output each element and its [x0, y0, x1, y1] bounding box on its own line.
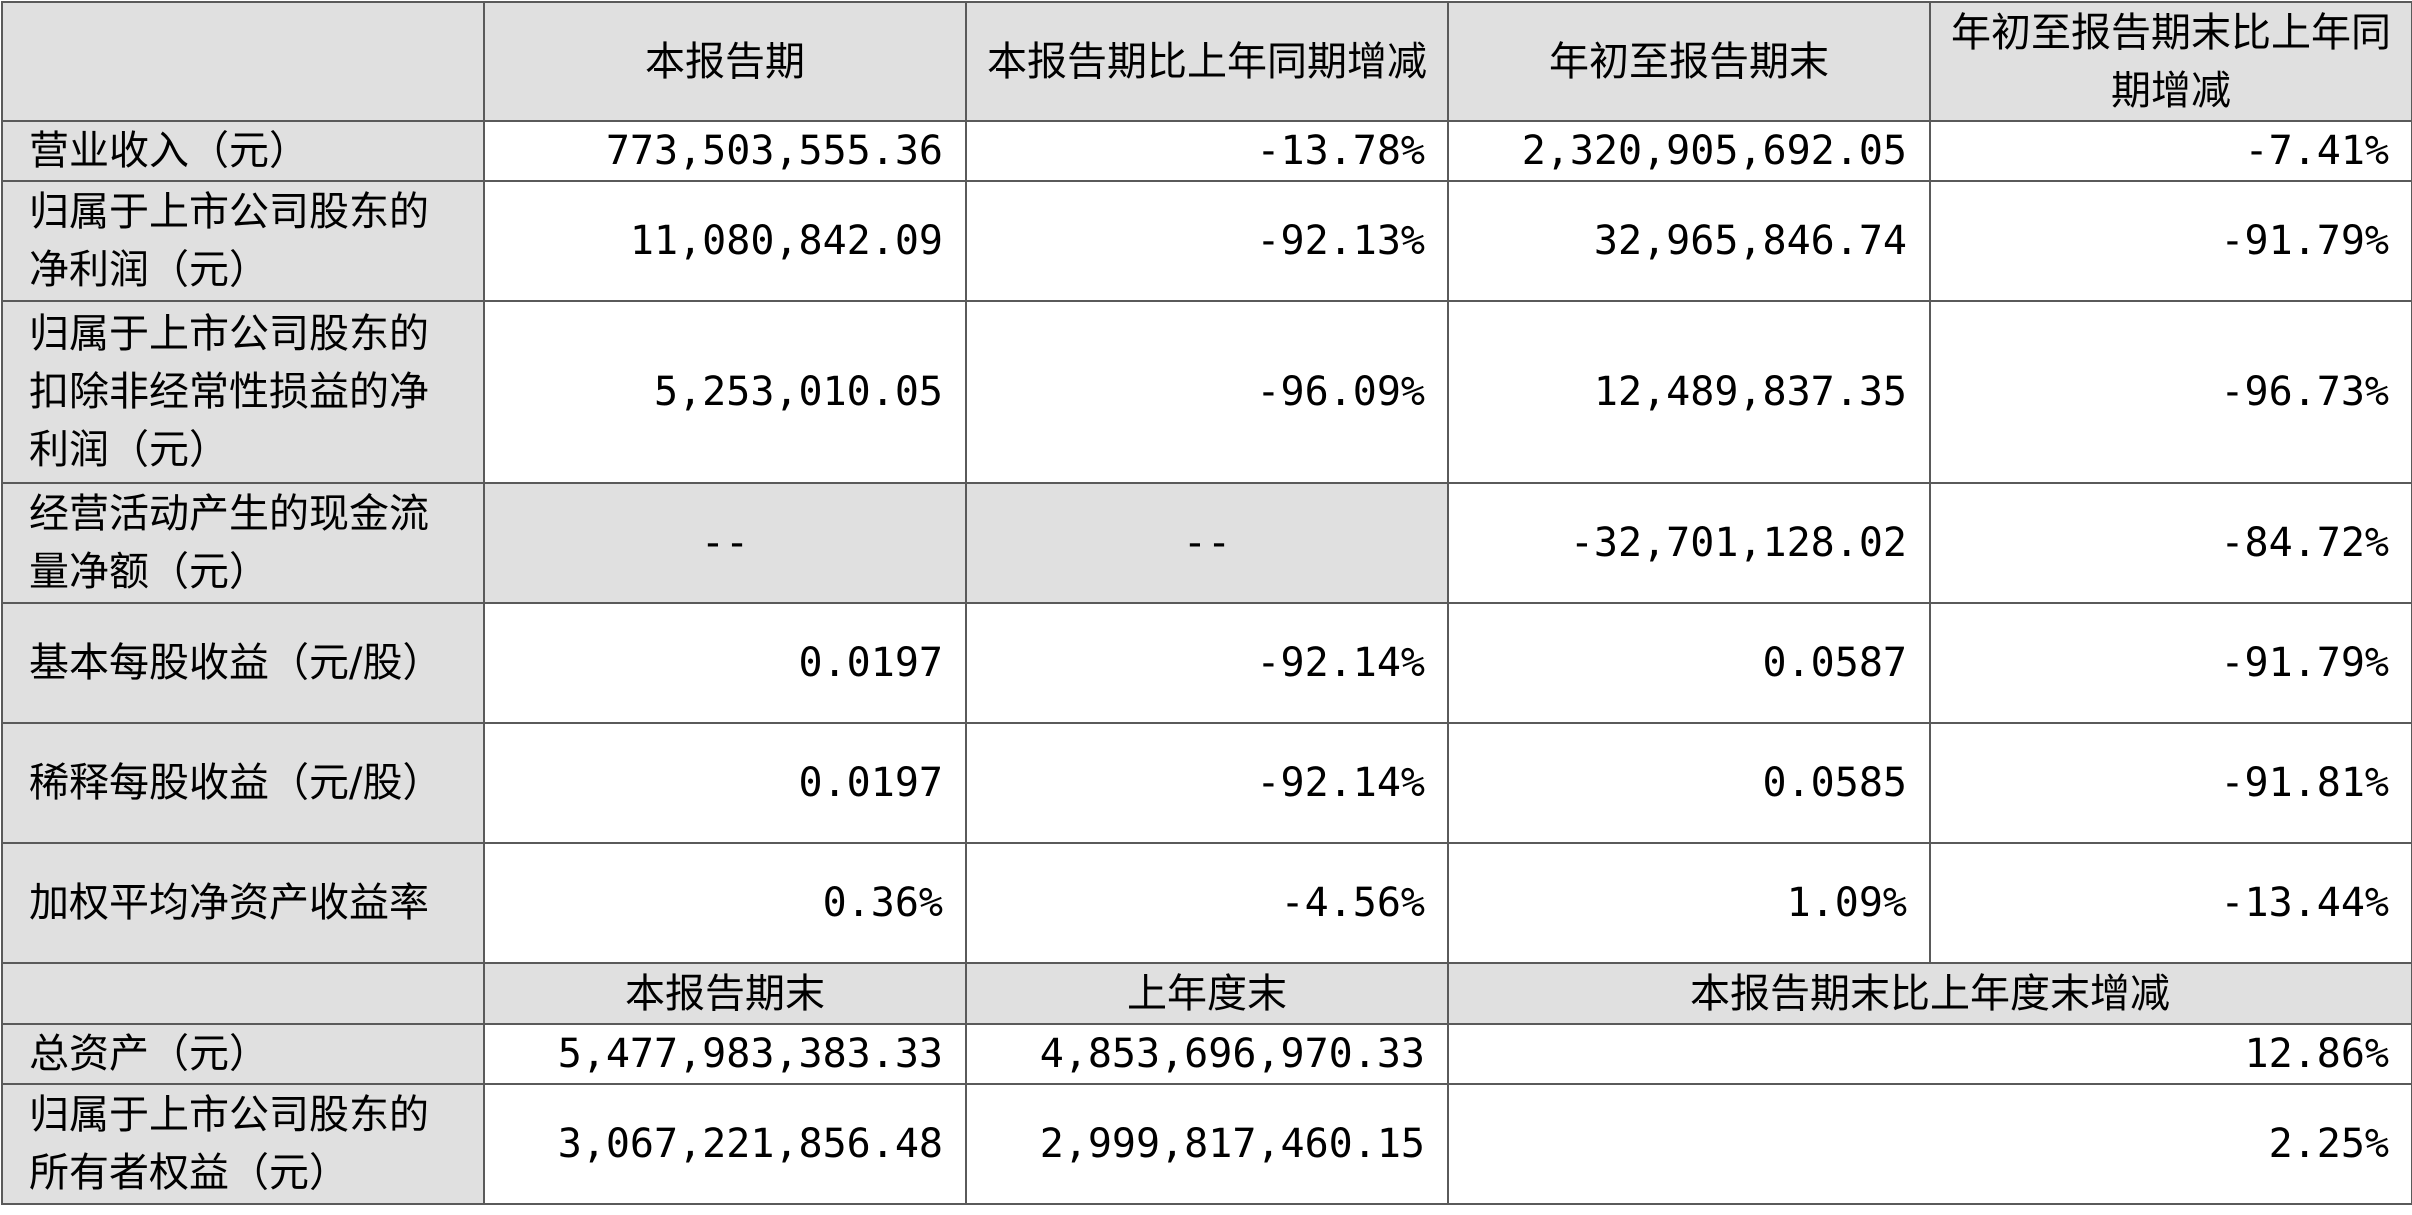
cell-current-period-yoy: -92.13% — [965, 180, 1449, 302]
cell-ytd-yoy: -84.72% — [1929, 482, 2412, 604]
table-row: 经营活动产生的现金流量净额（元） -- -- -32,701,128.02 -8… — [1, 482, 2412, 604]
cell-current-period-yoy: -4.56% — [965, 842, 1449, 964]
header-corner-cell — [1, 1, 485, 122]
cell-current-period-yoy: -96.09% — [965, 300, 1449, 484]
cell-ytd: 12,489,837.35 — [1447, 300, 1931, 484]
cell-prior-year-end: 2,999,817,460.15 — [965, 1083, 1449, 1205]
row-label: 加权平均净资产收益率 — [1, 842, 485, 964]
cell-current-period: 0.0197 — [483, 722, 967, 844]
cell-current-period: 0.0197 — [483, 602, 967, 724]
cell-period-end: 5,477,983,383.33 — [483, 1023, 967, 1085]
header-current-period: 本报告期 — [483, 1, 967, 122]
cell-current-period: -- — [483, 482, 967, 604]
table-row: 加权平均净资产收益率 0.36% -4.56% 1.09% -13.44% — [1, 842, 2412, 964]
cell-current-period: 5,253,010.05 — [483, 300, 967, 484]
row-label: 经营活动产生的现金流量净额（元） — [1, 482, 485, 604]
cell-ytd-yoy: -96.73% — [1929, 300, 2412, 484]
cell-ytd: 32,965,846.74 — [1447, 180, 1931, 302]
cell-ytd-yoy: -91.81% — [1929, 722, 2412, 844]
cell-ytd-yoy: -91.79% — [1929, 180, 2412, 302]
table-row: 归属于上市公司股东的扣除非经常性损益的净利润（元） 5,253,010.05 -… — [1, 300, 2412, 484]
row-label: 归属于上市公司股东的扣除非经常性损益的净利润（元） — [1, 300, 485, 484]
cell-ytd: 1.09% — [1447, 842, 1931, 964]
table-row: 总资产（元） 5,477,983,383.33 4,853,696,970.33… — [1, 1023, 2412, 1085]
row-label: 稀释每股收益（元/股） — [1, 722, 485, 844]
table-header-row: 本报告期 本报告期比上年同期增减 年初至报告期末 年初至报告期末比上年同期增减 — [1, 1, 2412, 122]
cell-ytd-yoy: -7.41% — [1929, 120, 2412, 182]
row-label: 基本每股收益（元/股） — [1, 602, 485, 724]
cell-ytd: 0.0587 — [1447, 602, 1931, 724]
cell-current-period-yoy: -13.78% — [965, 120, 1449, 182]
row-label: 营业收入（元） — [1, 120, 485, 182]
cell-current-period: 0.36% — [483, 842, 967, 964]
cell-current-period: 773,503,555.36 — [483, 120, 967, 182]
cell-prior-year-end: 4,853,696,970.33 — [965, 1023, 1449, 1085]
subheader-corner-cell — [1, 962, 485, 1025]
table-row: 归属于上市公司股东的净利润（元） 11,080,842.09 -92.13% 3… — [1, 180, 2412, 302]
cell-current-period-yoy: -92.14% — [965, 722, 1449, 844]
table-row: 营业收入（元） 773,503,555.36 -13.78% 2,320,905… — [1, 120, 2412, 182]
header-ytd: 年初至报告期末 — [1447, 1, 1931, 122]
cell-ytd-yoy: -91.79% — [1929, 602, 2412, 724]
table-row: 基本每股收益（元/股） 0.0197 -92.14% 0.0587 -91.79… — [1, 602, 2412, 724]
subheader-prior-year-end: 上年度末 — [965, 962, 1449, 1025]
cell-ytd: -32,701,128.02 — [1447, 482, 1931, 604]
cell-current-period-yoy: -92.14% — [965, 602, 1449, 724]
cell-ytd: 2,320,905,692.05 — [1447, 120, 1931, 182]
cell-change: 2.25% — [1447, 1083, 2412, 1205]
cell-ytd: 0.0585 — [1447, 722, 1931, 844]
table-row: 归属于上市公司股东的所有者权益（元） 3,067,221,856.48 2,99… — [1, 1083, 2412, 1205]
row-label: 归属于上市公司股东的所有者权益（元） — [1, 1083, 485, 1205]
cell-current-period-yoy: -- — [965, 482, 1449, 604]
row-label: 归属于上市公司股东的净利润（元） — [1, 180, 485, 302]
subheader-change: 本报告期末比上年度末增减 — [1447, 962, 2412, 1025]
row-label: 总资产（元） — [1, 1023, 485, 1085]
table-subheader-row: 本报告期末 上年度末 本报告期末比上年度末增减 — [1, 962, 2412, 1025]
header-ytd-yoy: 年初至报告期末比上年同期增减 — [1929, 1, 2412, 122]
cell-period-end: 3,067,221,856.48 — [483, 1083, 967, 1205]
cell-change: 12.86% — [1447, 1023, 2412, 1085]
cell-ytd-yoy: -13.44% — [1929, 842, 2412, 964]
subheader-period-end: 本报告期末 — [483, 962, 967, 1025]
cell-current-period: 11,080,842.09 — [483, 180, 967, 302]
table-row: 稀释每股收益（元/股） 0.0197 -92.14% 0.0585 -91.81… — [1, 722, 2412, 844]
header-current-period-yoy: 本报告期比上年同期增减 — [965, 1, 1449, 122]
